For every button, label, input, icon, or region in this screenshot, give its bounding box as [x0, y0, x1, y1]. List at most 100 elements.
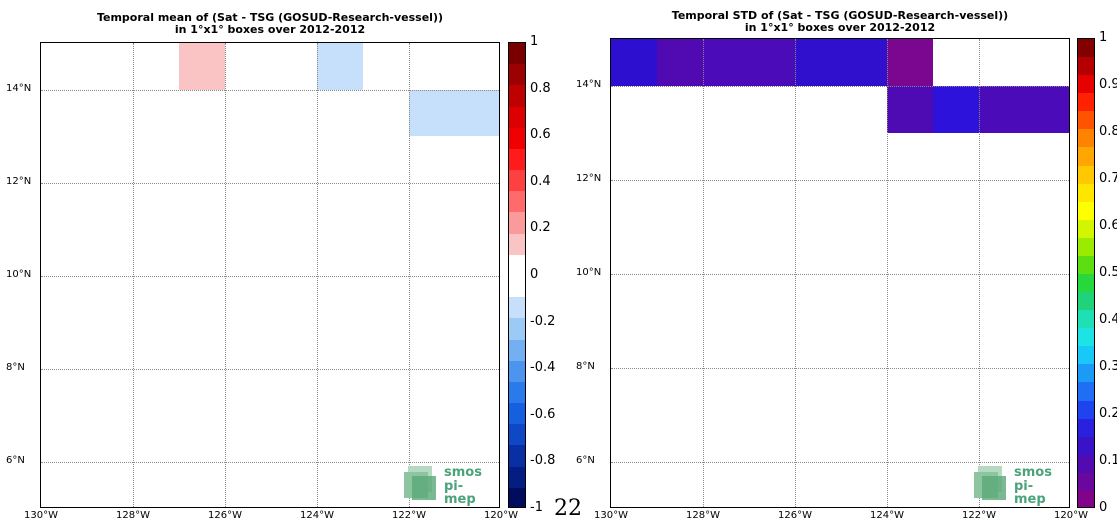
- left-colorbar-segment: [509, 276, 525, 298]
- right-colorbar-tick-label: 1: [1099, 30, 1108, 45]
- right-x-tick-label: 120°W: [1054, 510, 1088, 521]
- right-grid-cell: [611, 39, 657, 86]
- left-colorbar-segment: [509, 403, 525, 425]
- right-colorbar-segment: [1078, 490, 1094, 507]
- left-gridline-lat: [41, 182, 499, 184]
- left-colorbar-tick-label: 0.2: [530, 220, 551, 236]
- left-colorbar-tick-label: 0.6: [530, 127, 551, 143]
- right-colorbar-segment: [1078, 255, 1094, 275]
- left-colorbar-segment: [509, 170, 525, 192]
- left-gridline-lon: [317, 43, 318, 507]
- right-colorbar-segment: [1078, 129, 1094, 148]
- right-colorbar-segment: [1078, 39, 1094, 58]
- right-x-tick-label: 124°W: [870, 510, 904, 521]
- right-y-tick-label: 6°N: [576, 455, 595, 466]
- right-colorbar-tick-label: 0.2: [1099, 406, 1117, 421]
- left-colorbar-segment: [509, 381, 525, 404]
- left-colorbar-segment: [509, 424, 525, 446]
- right-colorbar-segment: [1078, 183, 1094, 203]
- right-colorbar-tick-label: 0.6: [1099, 218, 1117, 233]
- right-grid-cell: [657, 39, 703, 86]
- logo-line1-right: smos: [1014, 465, 1052, 480]
- left-colorbar-segment: [509, 64, 525, 86]
- right-gridline-lon: [703, 39, 704, 507]
- right-colorbar-segment: [1078, 418, 1094, 438]
- left-gridline-lat: [41, 462, 499, 464]
- left-grid-cell: [179, 43, 225, 90]
- right-colorbar-segment: [1078, 292, 1094, 311]
- right-colorbar-segment: [1078, 310, 1094, 329]
- right-colorbar-segment: [1078, 165, 1094, 185]
- right-y-tick-label: 12°N: [576, 173, 602, 184]
- right-title-line2: in 1°x1° boxes over 2012-2012: [744, 21, 936, 34]
- left-colorbar-segment: [509, 487, 525, 507]
- right-colorbar-tick-label: 0.4: [1099, 312, 1117, 327]
- left-gridline-lon: [133, 43, 134, 507]
- right-colorbar-tick-label: 0: [1099, 500, 1108, 515]
- right-colorbar-segment: [1078, 436, 1094, 456]
- left-colorbar-tick-label: 1: [530, 34, 539, 49]
- page-number: 22: [554, 496, 582, 521]
- left-colorbar-tick-label: 0: [530, 267, 539, 282]
- left-x-tick-label: 130°W: [24, 510, 58, 521]
- logo-line2-right: pi-mep: [1014, 479, 1046, 507]
- right-y-tick-label: 8°N: [576, 361, 595, 372]
- right-grid-cell: [795, 39, 887, 86]
- left-colorbar-segment: [509, 339, 525, 362]
- right-grid-cell: [933, 86, 979, 133]
- left-colorbar-tick-label: -0.8: [530, 453, 556, 469]
- left-colorbar-segment: [509, 212, 525, 235]
- left-map-plot: [40, 42, 500, 508]
- right-grid-cell: [887, 86, 933, 133]
- right-map-plot: [610, 38, 1070, 508]
- left-title-line2: in 1°x1° boxes over 2012-2012: [174, 23, 366, 36]
- left-y-tick-label: 6°N: [6, 455, 25, 467]
- left-colorbar-tick-label: -1: [530, 500, 543, 515]
- left-colorbar: [508, 42, 526, 508]
- smos-logo-icon: [404, 466, 436, 500]
- right-colorbar-segment: [1078, 147, 1094, 167]
- right-grid-cell: [887, 39, 933, 86]
- right-colorbar-segment: [1078, 219, 1094, 239]
- left-colorbar-segment: [509, 85, 525, 108]
- left-grid-cell: [409, 89, 499, 137]
- left-colorbar-segment: [509, 360, 525, 383]
- right-colorbar-tick-label: 0.8: [1099, 124, 1117, 139]
- right-colorbar-segment: [1078, 93, 1094, 112]
- smos-pimep-logo-right: smos pi-mep: [972, 462, 1064, 506]
- left-gridline-lat: [41, 276, 499, 277]
- left-y-tick-label: 14°N: [6, 82, 32, 94]
- left-colorbar-tick-label: -0.4: [530, 360, 556, 376]
- left-gridline-lat: [41, 89, 499, 91]
- left-x-tick-label: 122°W: [392, 510, 426, 521]
- right-x-tick-label: 130°W: [594, 510, 628, 521]
- logo-line2: pi-mep: [444, 479, 476, 507]
- right-gridline-lat: [611, 368, 1069, 369]
- left-colorbar-segment: [509, 318, 525, 341]
- left-grid-cell: [317, 43, 363, 90]
- left-y-tick-label: 10°N: [6, 269, 32, 280]
- right-colorbar-segment: [1078, 201, 1094, 221]
- right-gridline-lat: [611, 462, 1069, 463]
- left-colorbar-segment: [509, 233, 525, 256]
- right-colorbar-tick-label: 0.1: [1099, 453, 1117, 468]
- right-x-tick-label: 128°W: [686, 510, 720, 521]
- left-colorbar-tick-label: -0.2: [530, 313, 556, 329]
- left-x-tick-label: 126°W: [208, 510, 242, 521]
- right-x-tick-label: 126°W: [778, 510, 812, 521]
- right-colorbar-segment: [1078, 111, 1094, 130]
- left-colorbar-segment: [509, 127, 525, 150]
- right-grid-cell: [703, 39, 795, 86]
- right-colorbar-tick-label: 0.7: [1099, 171, 1117, 186]
- right-colorbar-segment: [1078, 400, 1094, 420]
- left-x-tick-label: 120°W: [484, 510, 518, 521]
- right-gridline-lat: [611, 86, 1069, 87]
- left-y-tick-label: 12°N: [6, 175, 32, 187]
- left-colorbar-tick-label: 0.4: [530, 173, 551, 189]
- left-title-line1: Temporal mean of (Sat - TSG (GOSUD-Resea…: [96, 11, 444, 24]
- right-colorbar-segment: [1078, 57, 1094, 76]
- left-y-tick-label: 8°N: [6, 362, 25, 374]
- right-colorbar-segment: [1078, 75, 1094, 94]
- right-colorbar-tick-label: 0.9: [1099, 77, 1117, 92]
- right-gridline-lat: [611, 180, 1069, 181]
